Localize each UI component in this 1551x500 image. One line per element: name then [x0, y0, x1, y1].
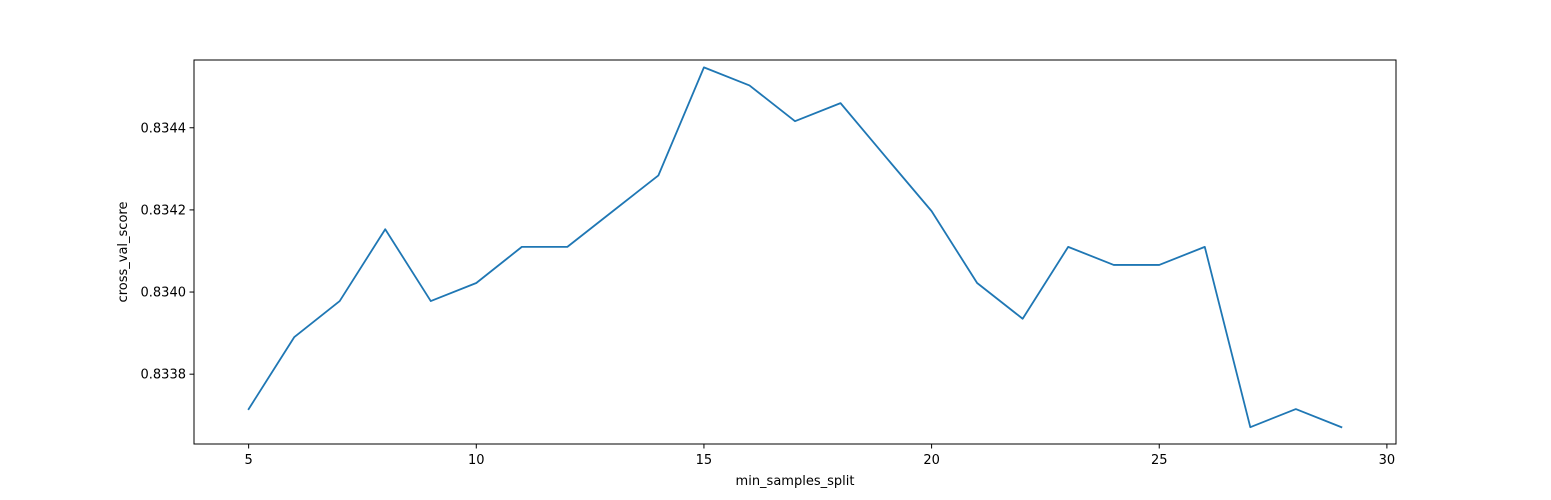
x-tick-label: 15 [696, 453, 713, 468]
x-tick-label: 25 [1151, 453, 1168, 468]
x-tick-label: 10 [468, 453, 485, 468]
x-tick-label: 5 [244, 453, 252, 468]
x-tick-label: 30 [1379, 453, 1396, 468]
y-tick-label: 0.8344 [141, 121, 187, 136]
y-tick-label: 0.8338 [141, 368, 187, 383]
x-tick-label: 20 [923, 453, 940, 468]
y-tick-label: 0.8342 [141, 203, 187, 218]
x-axis-label: min_samples_split [736, 474, 855, 489]
y-axis-ticks: 0.8338 0.8340 0.8342 0.8344 [141, 121, 194, 383]
x-axis-ticks: 5 10 15 20 25 30 [244, 444, 1395, 468]
y-tick-label: 0.8340 [141, 286, 187, 301]
series-line [247, 66, 1343, 429]
series-layer [247, 66, 1343, 429]
plot-area [194, 60, 1396, 444]
y-axis-label: cross_val_score [116, 202, 131, 303]
plot-frame [193, 59, 1397, 445]
